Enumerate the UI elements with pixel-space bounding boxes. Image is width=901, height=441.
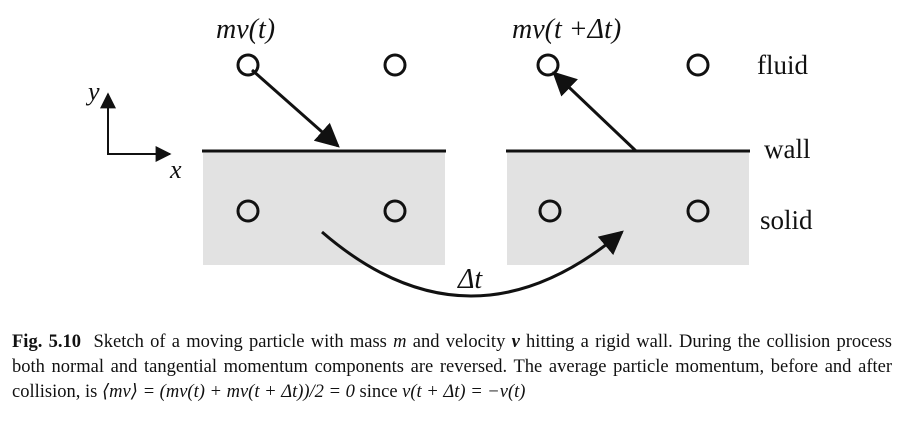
- time-step-label: Δt: [457, 264, 483, 295]
- fluid-particle-static: [686, 53, 710, 77]
- solid-particle: [538, 199, 562, 223]
- figure-caption: Fig. 5.10 Sketch of a moving particle wi…: [12, 330, 892, 405]
- axis-x-label: x: [169, 155, 182, 184]
- momentum-after-label: mv(t +Δt): [512, 14, 621, 45]
- velocity-relation: v(t + Δt) = −v(t): [402, 382, 526, 402]
- fluid-particle-moving-after: [536, 53, 560, 77]
- caption-text: hitting a rigid wall. During the collisi…: [12, 332, 892, 402]
- collision-figure: y x mv(t) mv(t +Δt) fluid wall solid Δt: [85, 14, 813, 298]
- wall-label: wall: [764, 134, 811, 164]
- solid-region-right: [507, 152, 749, 265]
- momentum-before-label: mv(t): [216, 14, 275, 45]
- solid-particle: [236, 199, 260, 223]
- average-momentum-equation: ⟨mv⟩ = (mv(t) + mv(t + Δt))/2 = 0: [101, 382, 355, 402]
- solid-label: solid: [760, 205, 813, 235]
- fluid-particle-moving-before: [236, 53, 260, 77]
- fluid-particle-static: [383, 53, 407, 77]
- axis-y-label: y: [85, 77, 100, 106]
- symbol-mass: m: [393, 332, 407, 352]
- fluid-label: fluid: [757, 50, 808, 80]
- time-step-arrow: [321, 230, 624, 298]
- outgoing-velocity-arrow: [552, 71, 638, 153]
- figure-number: Fig. 5.10: [12, 332, 81, 352]
- solid-particle: [383, 199, 407, 223]
- symbol-velocity: v: [511, 332, 520, 352]
- caption-text: and velocity: [406, 332, 512, 352]
- caption-text: Sketch of a moving particle with mass: [93, 332, 394, 352]
- caption-text: since: [354, 382, 403, 402]
- solid-particle: [686, 199, 710, 223]
- incoming-velocity-arrow: [251, 68, 340, 148]
